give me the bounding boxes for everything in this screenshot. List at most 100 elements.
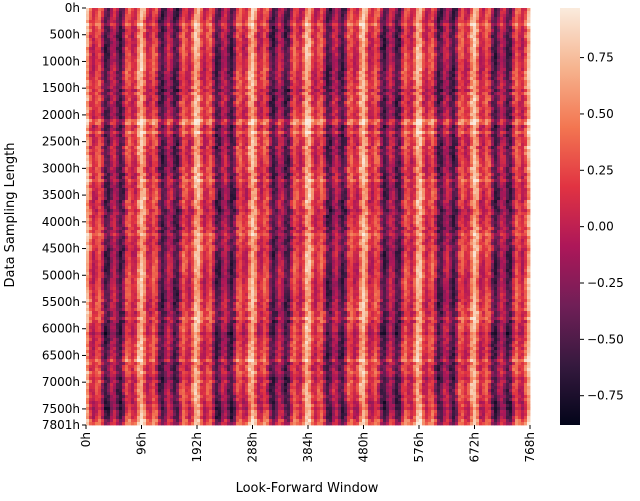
heatmap-cell xyxy=(242,50,246,54)
heatmap-cell xyxy=(182,8,186,12)
heatmap-cell xyxy=(431,71,435,75)
heatmap-cell xyxy=(263,14,267,18)
heatmap-cell xyxy=(341,8,345,12)
heatmap-cell xyxy=(521,47,525,51)
heatmap-cell xyxy=(266,95,270,99)
heatmap-cell xyxy=(104,56,108,60)
heatmap-cell xyxy=(401,44,405,48)
heatmap-cell xyxy=(311,53,315,57)
heatmap-cell xyxy=(206,29,210,33)
heatmap-cell xyxy=(257,98,261,102)
heatmap-cell xyxy=(341,74,345,78)
heatmap-cell xyxy=(101,77,105,81)
heatmap-cell xyxy=(362,38,366,42)
heatmap-cell xyxy=(518,29,522,33)
heatmap-cell xyxy=(104,104,108,108)
heatmap-cell xyxy=(353,86,357,90)
heatmap-cell xyxy=(296,89,300,93)
heatmap-cell xyxy=(107,62,111,66)
heatmap-cell xyxy=(479,77,483,81)
heatmap-cell xyxy=(227,65,231,69)
heatmap-cell xyxy=(224,32,228,36)
heatmap-cell xyxy=(98,95,102,99)
heatmap-cell xyxy=(473,83,477,87)
heatmap-cell xyxy=(173,80,177,84)
heatmap-cell xyxy=(206,11,210,15)
heatmap-cell xyxy=(86,59,90,63)
heatmap-cell xyxy=(335,32,339,36)
heatmap-cell xyxy=(521,59,525,63)
heatmap-cell xyxy=(116,62,120,66)
heatmap-cell xyxy=(281,68,285,72)
heatmap-cell xyxy=(359,80,363,84)
heatmap-cell xyxy=(206,14,210,18)
heatmap-cell xyxy=(242,35,246,39)
heatmap-cell xyxy=(404,86,408,90)
heatmap-cell xyxy=(383,17,387,21)
heatmap-cell xyxy=(500,98,504,102)
heatmap-cell xyxy=(383,32,387,36)
heatmap-cell xyxy=(257,71,261,75)
heatmap-cell xyxy=(404,14,408,18)
heatmap-cell xyxy=(431,38,435,42)
heatmap-cell xyxy=(101,23,105,27)
heatmap-cell xyxy=(350,104,354,108)
heatmap-cell xyxy=(494,59,498,63)
heatmap-cell xyxy=(518,71,522,75)
heatmap-cell xyxy=(491,44,495,48)
heatmap-cell xyxy=(206,83,210,87)
heatmap-cell xyxy=(371,65,375,69)
heatmap-cell xyxy=(308,83,312,87)
heatmap-cell xyxy=(125,59,129,63)
heatmap-cell xyxy=(272,65,276,69)
heatmap-cell xyxy=(380,89,384,93)
heatmap-cell xyxy=(482,86,486,90)
heatmap-cell xyxy=(239,107,243,111)
heatmap-cell xyxy=(398,68,402,72)
heatmap-cell xyxy=(239,14,243,18)
heatmap-cell xyxy=(173,65,177,69)
heatmap-cell xyxy=(86,62,90,66)
heatmap-cell xyxy=(191,98,195,102)
heatmap-cell xyxy=(413,68,417,72)
heatmap-cell xyxy=(92,92,96,96)
heatmap-cell xyxy=(287,92,291,96)
heatmap-cell xyxy=(203,62,207,66)
heatmap-cell xyxy=(434,50,438,54)
heatmap-cell xyxy=(233,23,237,27)
heatmap-cell xyxy=(341,107,345,111)
heatmap-cell xyxy=(419,77,423,81)
heatmap-cell xyxy=(140,83,144,87)
heatmap-cell xyxy=(92,26,96,30)
heatmap-cell xyxy=(140,38,144,42)
heatmap-cell xyxy=(323,77,327,81)
heatmap-cell xyxy=(413,71,417,75)
heatmap-cell xyxy=(254,98,258,102)
heatmap-cell xyxy=(431,56,435,60)
heatmap-cell xyxy=(452,35,456,39)
heatmap-cell xyxy=(194,68,198,72)
heatmap-cell xyxy=(515,65,519,69)
heatmap-cell xyxy=(158,8,162,12)
heatmap-cell xyxy=(158,50,162,54)
heatmap-cell xyxy=(281,8,285,12)
heatmap-cell xyxy=(317,32,321,36)
heatmap-cell xyxy=(479,89,483,93)
heatmap-cell xyxy=(365,95,369,99)
heatmap-cell xyxy=(260,83,264,87)
heatmap-cell xyxy=(473,14,477,18)
heatmap-cell xyxy=(527,59,531,63)
heatmap-cell xyxy=(371,71,375,75)
heatmap-cell xyxy=(344,107,348,111)
heatmap-cell xyxy=(308,86,312,90)
heatmap-cell xyxy=(485,32,489,36)
heatmap-cell xyxy=(269,26,273,30)
heatmap-cell xyxy=(149,86,153,90)
heatmap-cell xyxy=(353,41,357,45)
heatmap-cell xyxy=(377,32,381,36)
heatmap-cell xyxy=(116,80,120,84)
heatmap-cell xyxy=(482,80,486,84)
heatmap-cell xyxy=(119,62,123,66)
heatmap-cell xyxy=(218,32,222,36)
heatmap-cell xyxy=(389,92,393,96)
